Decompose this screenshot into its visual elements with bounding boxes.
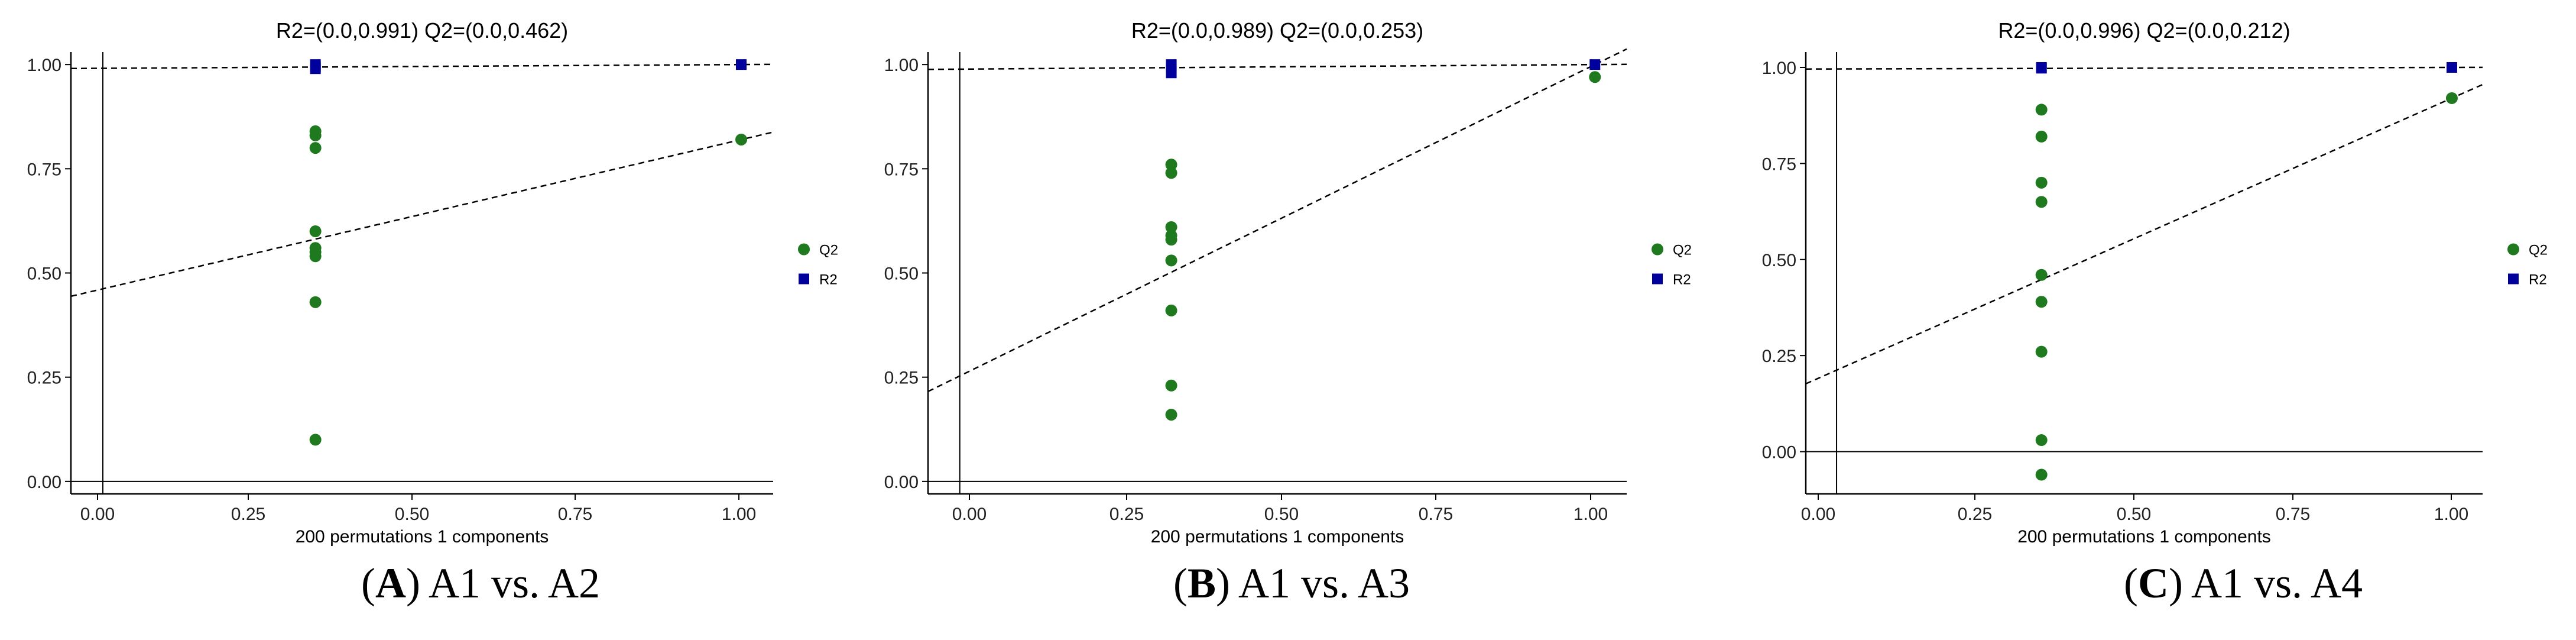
x-axis-label: 200 permutations 1 components (296, 527, 549, 547)
fit-line-q2 (70, 131, 774, 298)
x-tick-label: 0.50 (1264, 505, 1299, 524)
point-q2 (309, 250, 322, 263)
legend-label-q2: Q2 (819, 243, 838, 258)
fit-line-r2 (927, 63, 1627, 70)
x-tick-label: 0.25 (1958, 505, 1992, 524)
caption-c: (C) A1 vs. A4 (2123, 560, 2363, 607)
chart-title: R2=(0.0,0.996) Q2=(0.0,0.212) (1998, 18, 2290, 43)
point-r2 (2036, 63, 2047, 74)
legend-marker-q2 (798, 243, 810, 256)
x-tick-label: 0.75 (1419, 505, 1453, 524)
point-q2 (2035, 130, 2048, 143)
chart-c: R2=(0.0,0.996) Q2=(0.0,0.212) 0.00 0.25 0.5… (1762, 18, 2548, 547)
x-tick-label: 0.75 (558, 505, 592, 524)
legend-label-r2: R2 (1673, 272, 1691, 288)
y-tick-label: 0.00 (1762, 443, 1796, 463)
chart-title: R2=(0.0,0.991) Q2=(0.0,0.462) (276, 18, 568, 43)
x-tick-label: 0.00 (80, 505, 115, 524)
caption-b: (B) A1 vs. A3 (1173, 560, 1410, 607)
point-q2 (309, 142, 322, 154)
legend-label-q2: Q2 (1673, 243, 1692, 258)
y-tick-label: 1.00 (884, 56, 919, 75)
x-tick-label: 0.75 (2276, 505, 2310, 524)
point-q2 (1589, 71, 1601, 83)
point-q2 (2035, 296, 2048, 308)
point-q2 (2035, 345, 2048, 358)
point-q2 (309, 225, 322, 238)
legend-marker-r2 (799, 273, 809, 285)
point-q2 (309, 296, 322, 308)
point-r2 (1166, 67, 1177, 79)
x-tick-label: 0.00 (952, 505, 987, 524)
x-tick-label: 0.00 (1801, 505, 1835, 524)
x-axis-label: 200 permutations 1 components (2017, 527, 2271, 547)
x-tick-label: 0.50 (2117, 505, 2151, 524)
legend-label-r2: R2 (2529, 272, 2547, 288)
point-q2 (1165, 221, 1177, 233)
y-tick-label: 0.25 (884, 369, 919, 388)
y-tick-label: 1.00 (27, 56, 61, 75)
point-r2 (1589, 59, 1601, 70)
point-q2 (2035, 176, 2048, 189)
point-q2 (309, 129, 322, 141)
point-q2 (1165, 379, 1177, 392)
x-tick-label: 0.25 (1109, 505, 1144, 524)
point-q2 (735, 133, 747, 146)
point-r2 (310, 63, 321, 75)
y-tick-label: 0.25 (27, 369, 61, 388)
point-q2 (2035, 196, 2048, 208)
y-tick-label: 0.75 (1762, 154, 1796, 174)
fit-line-q2 (1805, 83, 2483, 384)
fit-line-q2 (927, 48, 1627, 393)
point-q2 (1165, 167, 1177, 179)
legend-marker-q2 (2507, 243, 2519, 256)
chart-title: R2=(0.0,0.989) Q2=(0.0,0.253) (1131, 18, 1423, 43)
legend-marker-q2 (1652, 243, 1663, 256)
legend-label-r2: R2 (819, 272, 838, 288)
y-tick-label: 0.00 (884, 473, 919, 492)
y-tick-label: 0.50 (27, 264, 61, 284)
y-tick-label: 0.50 (1762, 251, 1796, 270)
point-q2 (1165, 409, 1177, 421)
point-q2 (2035, 468, 2048, 481)
legend-label-q2: Q2 (2529, 243, 2548, 258)
point-q2 (1165, 304, 1177, 316)
caption-a: (A) A1 vs. A2 (361, 560, 601, 607)
x-axis-label: 200 permutations 1 components (1151, 527, 1404, 547)
legend-marker-r2 (2508, 273, 2519, 285)
fit-line-r2 (70, 63, 774, 70)
point-q2 (2445, 92, 2458, 104)
point-q2 (2035, 104, 2048, 116)
chart-a: R2=(0.0,0.991) Q2=(0.0,0.462) 0.00 0.25 0.5… (27, 18, 838, 547)
x-tick-label: 1.00 (2434, 505, 2468, 524)
x-tick-label: 0.50 (395, 505, 429, 524)
point-r2 (2446, 62, 2457, 73)
point-q2 (1165, 159, 1177, 171)
y-tick-label: 0.75 (884, 160, 919, 179)
fit-line-r2 (1805, 66, 2483, 70)
x-tick-label: 1.00 (1573, 505, 1608, 524)
y-tick-label: 0.50 (884, 264, 919, 284)
y-tick-label: 0.75 (27, 160, 61, 179)
x-tick-label: 1.00 (722, 505, 756, 524)
point-q2 (1165, 234, 1177, 246)
point-r2 (736, 59, 747, 70)
point-q2 (2035, 269, 2048, 281)
chart-b: R2=(0.0,0.989) Q2=(0.0,0.253) 0.00 0.25 0.5… (884, 18, 1692, 547)
x-tick-label: 0.25 (231, 505, 265, 524)
y-tick-label: 0.25 (1762, 347, 1796, 366)
y-tick-label: 1.00 (1762, 59, 1796, 78)
point-q2 (309, 434, 322, 446)
point-q2 (1165, 254, 1177, 267)
y-tick-label: 0.00 (27, 473, 61, 492)
point-q2 (2035, 434, 2048, 447)
legend-marker-r2 (1652, 273, 1663, 285)
